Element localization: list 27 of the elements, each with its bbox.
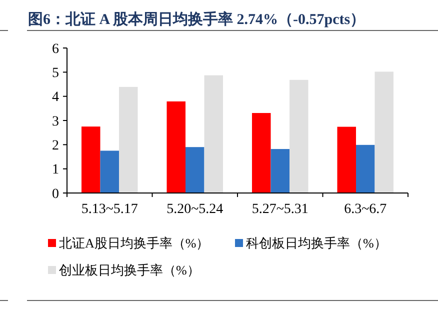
y-tick-label: 5 — [52, 66, 59, 82]
legend-label: 创业板日均换手率（%） — [59, 262, 200, 278]
y-tick-label: 2 — [52, 138, 59, 154]
chart-title: 图6：北证 A 股本周日均换手率 2.74%（-0.57pcts） — [28, 10, 366, 28]
bar — [119, 86, 138, 193]
legend-label: 科创板日均换手率（%） — [246, 236, 387, 251]
bar — [185, 147, 204, 193]
y-tick-label: 3 — [52, 114, 59, 130]
bar — [290, 80, 308, 193]
bar — [252, 113, 271, 193]
x-tick-label: 5.27~5.31 — [252, 202, 308, 217]
legend-label: 北证A股日均换手率（%） — [59, 236, 210, 251]
x-tick-label: 6.3~6.7 — [344, 202, 387, 217]
y-tick-label: 6 — [52, 42, 59, 57]
bar — [204, 75, 224, 193]
y-tick-label: 4 — [52, 90, 59, 106]
bar — [100, 150, 119, 193]
y-tick-label: 0 — [52, 186, 59, 202]
x-tick-label: 5.20~5.24 — [166, 202, 224, 217]
y-tick-label: 1 — [52, 162, 59, 178]
bar — [270, 149, 290, 193]
bar — [374, 72, 394, 193]
bar — [81, 126, 100, 193]
bar — [337, 126, 356, 193]
bar — [166, 101, 186, 193]
bar — [356, 144, 375, 193]
x-tick-label: 5.13~5.17 — [81, 202, 138, 217]
